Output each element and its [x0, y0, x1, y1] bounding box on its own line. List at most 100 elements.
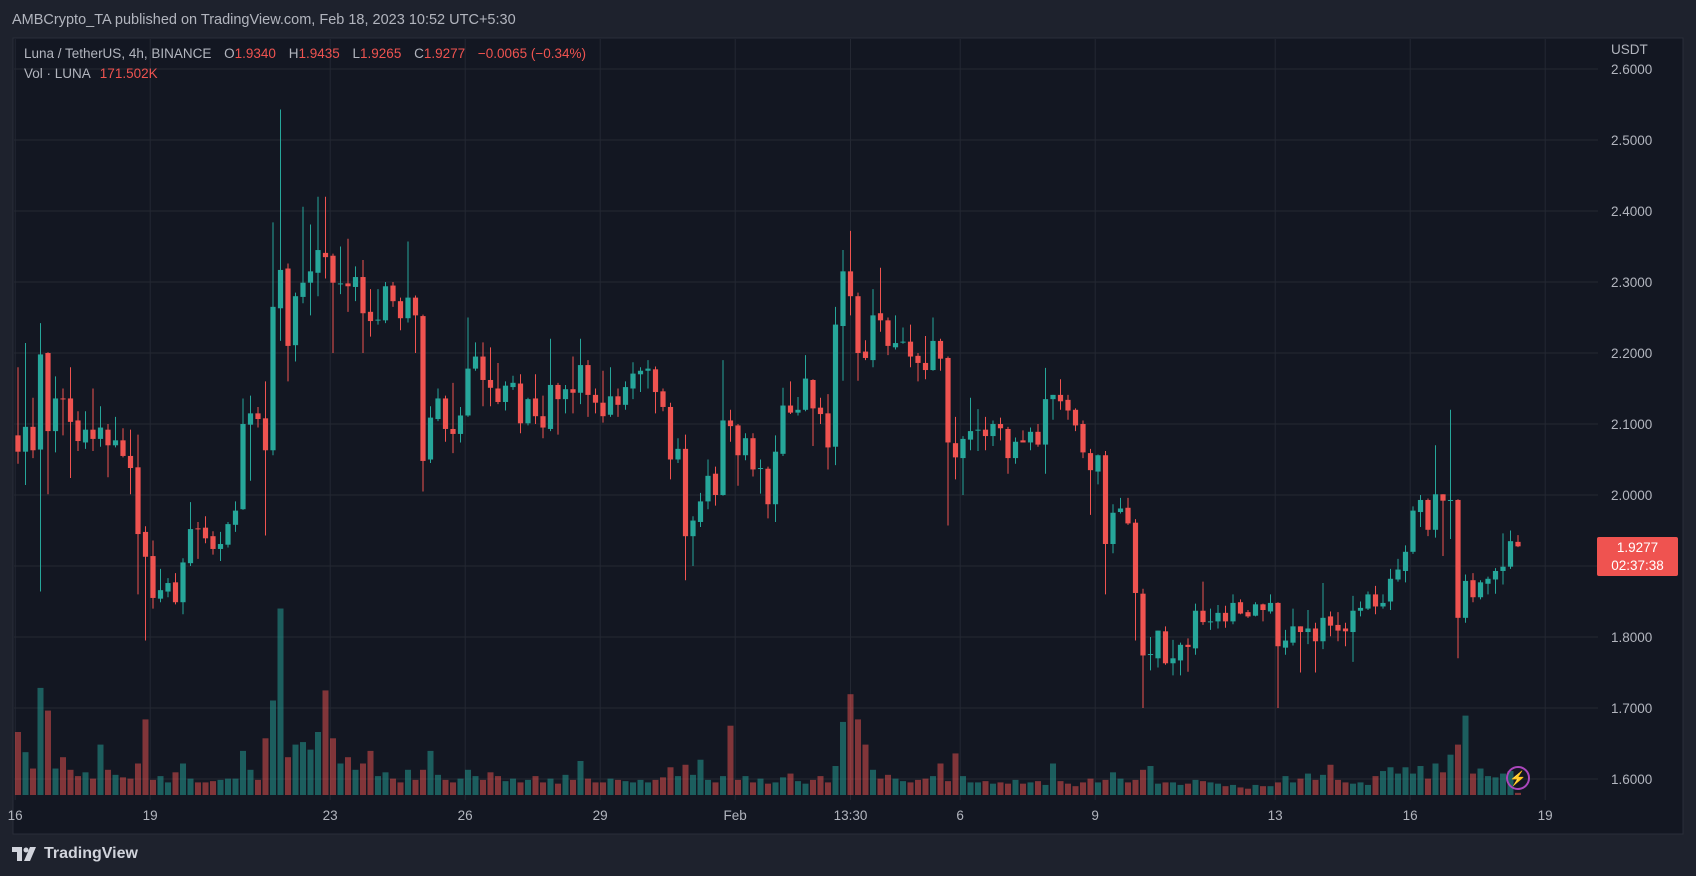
- candle-body: [442, 398, 449, 429]
- candle-body: [300, 282, 306, 297]
- volume-label[interactable]: Vol · LUNA: [24, 66, 91, 81]
- volume-bar: [667, 767, 674, 795]
- candle-body: [525, 399, 531, 424]
- candle-body: [1455, 499, 1461, 618]
- candle-body: [337, 283, 344, 285]
- price-tick-label: 1.8000: [1611, 630, 1652, 645]
- volume-bar: [682, 764, 689, 795]
- volume-bar: [172, 772, 179, 795]
- candle-body: [1162, 631, 1169, 664]
- volume-bar: [157, 776, 164, 795]
- candle-body: [555, 384, 561, 400]
- price-tick-label: 2.3000: [1611, 275, 1652, 290]
- volume-bar: [375, 776, 381, 795]
- candle-body: [1095, 455, 1101, 472]
- low-value: 1.9265: [360, 46, 402, 61]
- candle-body: [870, 315, 876, 361]
- candle-body: [232, 510, 239, 525]
- volume-bar: [412, 779, 419, 795]
- tradingview-logo[interactable]: TradingView: [12, 845, 138, 863]
- volume-bar: [1185, 783, 1191, 795]
- candle-body: [292, 296, 299, 346]
- volume-bar: [1440, 772, 1446, 795]
- volume-bar: [217, 779, 224, 795]
- candle-body: [112, 440, 119, 446]
- volume-bar: [675, 776, 681, 795]
- candle-body: [1252, 604, 1259, 616]
- candle-body: [487, 379, 494, 388]
- candle-body: [195, 528, 201, 530]
- price-tick-label: 2.6000: [1611, 62, 1652, 77]
- volume-bar: [1207, 782, 1214, 795]
- volume-bar: [510, 778, 516, 795]
- candle-body: [1170, 658, 1176, 664]
- volume-bar: [532, 776, 539, 795]
- volume-bar: [870, 769, 876, 795]
- candle-body: [375, 319, 381, 321]
- volume-bar: [367, 750, 374, 795]
- volume-bar: [825, 782, 831, 795]
- volume-bar: [1252, 784, 1259, 795]
- volume-bar: [1237, 787, 1244, 795]
- candle-body: [997, 424, 1004, 429]
- candle-body: [382, 286, 389, 321]
- candle-body: [1327, 616, 1334, 626]
- grid: [14, 39, 1598, 800]
- candle-body: [1290, 626, 1296, 643]
- volume-bar: [982, 781, 989, 795]
- volume-bar: [1027, 782, 1034, 795]
- candle-body: [982, 429, 989, 437]
- time-tick-label: 23: [323, 808, 338, 823]
- candle-body: [1432, 494, 1439, 530]
- volume-bar: [105, 769, 111, 795]
- volume-bar: [1327, 764, 1334, 795]
- volume-bar: [1342, 782, 1349, 795]
- candle-body: [1380, 602, 1386, 607]
- candle-body: [22, 426, 29, 452]
- volume-bar: [637, 779, 644, 795]
- candle-body: [630, 373, 636, 389]
- candle-body: [570, 389, 576, 393]
- candle-body: [217, 543, 224, 549]
- lightning-icon[interactable]: ⚡: [1506, 766, 1530, 790]
- candle-body: [210, 536, 216, 549]
- volume-bar: [135, 763, 141, 795]
- candle-body: [307, 271, 314, 283]
- volume-bar: [195, 782, 201, 795]
- candle-body: [15, 435, 21, 452]
- volume-bar: [915, 779, 921, 795]
- candle-body: [1102, 455, 1109, 544]
- time-axis-labels: 16 19 23 26 29 Feb 13:30 6 9 13 16 19: [8, 808, 1553, 823]
- volume-bar: [645, 782, 651, 795]
- candle-body: [390, 285, 396, 302]
- candle-body: [825, 413, 831, 448]
- candle-body: [270, 306, 276, 451]
- candle-body: [585, 365, 591, 395]
- candle-body: [187, 529, 194, 564]
- symbol-title[interactable]: Luna / TetherUS, 4h, BINANCE: [24, 46, 212, 61]
- volume-bar: [585, 778, 591, 795]
- candle-body: [360, 277, 366, 314]
- volume-bar: [1410, 773, 1416, 795]
- volume-bar: [802, 783, 809, 795]
- volume-bar: [1147, 766, 1154, 795]
- volume-bar: [877, 778, 884, 795]
- candle-body: [172, 582, 179, 603]
- candle-body: [877, 313, 884, 321]
- volume-bar: [285, 757, 291, 795]
- candle-body: [1447, 499, 1454, 501]
- candle-body: [1335, 624, 1341, 631]
- candle-body: [75, 420, 81, 442]
- candle-body: [540, 416, 546, 428]
- price-axis-labels: 2.6000 2.5000 2.4000 2.3000 2.2000 2.1000 2.00…: [1611, 62, 1652, 787]
- volume-bar: [1035, 781, 1041, 795]
- volume-bar: [337, 763, 344, 795]
- currency-label[interactable]: USDT: [1611, 42, 1648, 57]
- volume-bar: [1065, 783, 1071, 795]
- volume-bar: [382, 772, 389, 795]
- volume-bar: [697, 759, 704, 795]
- volume-bar: [270, 700, 276, 795]
- legend: Luna / TetherUS, 4h, BINANCE O1.9340 H1.…: [24, 44, 586, 84]
- volume-bar: [990, 783, 996, 795]
